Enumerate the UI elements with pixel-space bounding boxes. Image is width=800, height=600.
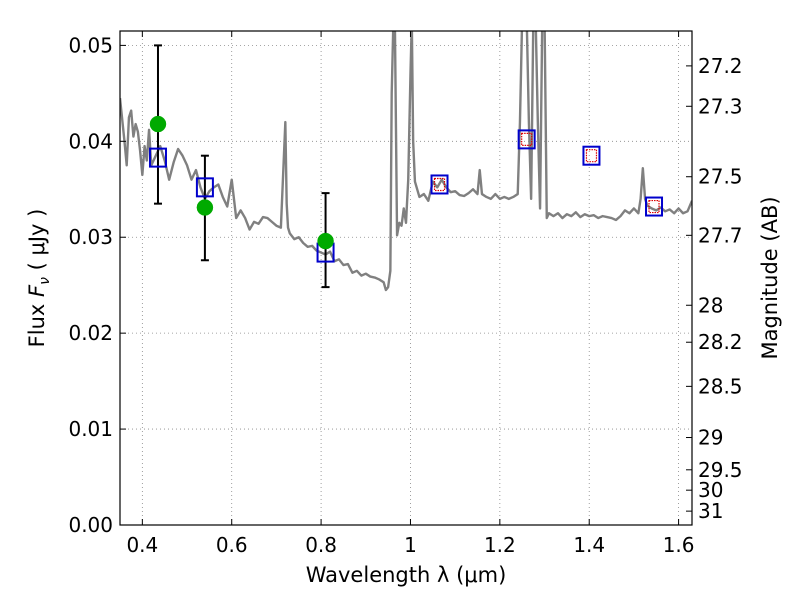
predicted-photometry-square [433,177,446,192]
y2-tick-label: 27.2 [698,54,743,78]
x-tick-label: 0.4 [126,533,158,557]
y-axis-label-subscript: ν [37,277,53,285]
model-photometry-square [195,177,214,198]
y-axis-label-unit: ( μJy ) [25,209,49,277]
model-photometry-square [517,129,536,150]
x-tick-label: 0.6 [216,533,248,557]
observed-flux-point [196,199,214,216]
x-tick-label: 0.8 [305,533,337,557]
photometry-markers [148,44,664,289]
y-axis-label: Flux Fν ( μJy ) [25,209,53,348]
y-tick-label: 0.03 [68,225,113,249]
model-spectrum-line [120,31,692,292]
y2-tick-label: 27.3 [698,94,743,118]
predicted-photometry-square [521,132,533,146]
y2-tick-label: 29.5 [698,458,743,482]
model-photometry-square [582,145,601,166]
y-tick-label: 0.04 [68,129,113,153]
x-axis-label: Wavelength λ (μm) [306,563,507,587]
model-photometry-square [148,147,167,168]
plot-frame [119,30,693,526]
model-photometry-square [645,196,664,217]
model-spectrum-series [120,31,692,292]
plot-area [120,31,692,525]
y-axis-label-symbol: F [25,284,49,297]
secondary-y-axis-label: Magnitude (AB) [758,196,782,359]
y-tick-label: 0.00 [68,513,113,537]
y2-tick-label: 27.5 [698,165,743,189]
observed-flux-point [149,115,167,133]
y-tick-label: 0.05 [68,33,113,57]
y-tick-label: 0.01 [68,417,113,441]
model-photometry-square [430,174,449,195]
y-axis-label-prefix: Flux [25,297,49,347]
y2-tick-label: 28.2 [698,330,743,354]
y2-tick-label: 28.5 [698,374,743,398]
axes: 0.4 0.6 0.8 1 1.2 1.4 1.6 0.00 0.01 0.02 0.03 0.04 0… [68,31,743,557]
predicted-photometry-square [648,199,660,214]
x-tick-label: 1.6 [663,533,695,557]
x-tick-label: 1.4 [573,533,605,557]
y2-tick-label: 27.7 [698,223,743,247]
x-tick-label: 1.2 [484,533,516,557]
y2-tick-label: 30 [698,478,723,502]
x-tick-label: 1 [404,533,417,557]
observed-flux-point [317,232,334,250]
y2-tick-label: 28 [698,293,723,317]
y-tick-label: 0.02 [68,321,113,345]
predicted-photometry-square [585,149,598,163]
y2-tick-label: 29 [698,426,723,450]
y2-tick-label: 31 [698,499,723,523]
